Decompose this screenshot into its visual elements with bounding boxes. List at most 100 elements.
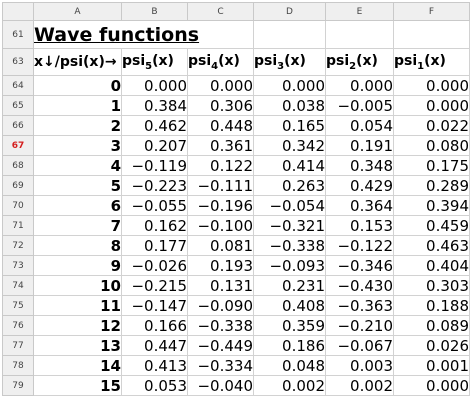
psi-value-cell[interactable]: 0.080 bbox=[393, 135, 470, 156]
psi-value-cell[interactable]: 0.303 bbox=[393, 275, 470, 296]
x-value-cell[interactable]: 2 bbox=[33, 115, 122, 136]
psi-value-cell[interactable]: −0.005 bbox=[325, 95, 394, 116]
psi-value-cell[interactable]: 0.153 bbox=[325, 215, 394, 236]
row-header[interactable]: 75 bbox=[2, 295, 34, 316]
psi-value-cell[interactable]: −0.054 bbox=[253, 195, 326, 216]
psi-value-cell[interactable]: 0.089 bbox=[393, 315, 470, 336]
psi-value-cell[interactable]: 0.162 bbox=[121, 215, 188, 236]
psi-value-cell[interactable]: 0.348 bbox=[325, 155, 394, 176]
psi-value-cell[interactable]: −0.363 bbox=[325, 295, 394, 316]
psi-value-cell[interactable]: 0.404 bbox=[393, 255, 470, 276]
psi-value-cell[interactable]: 0.361 bbox=[187, 135, 254, 156]
select-all-corner[interactable] bbox=[2, 2, 34, 21]
psi-value-cell[interactable]: 0.002 bbox=[325, 375, 394, 396]
psi-value-cell[interactable]: 0.447 bbox=[121, 335, 188, 356]
row-header[interactable]: 65 bbox=[2, 95, 34, 116]
psi-value-cell[interactable]: 0.000 bbox=[187, 75, 254, 96]
psi-value-cell[interactable]: −0.090 bbox=[187, 295, 254, 316]
psi-value-cell[interactable]: −0.334 bbox=[187, 355, 254, 376]
psi-value-cell[interactable]: 0.359 bbox=[253, 315, 326, 336]
x-value-cell[interactable]: 9 bbox=[33, 255, 122, 276]
x-value-cell[interactable]: 8 bbox=[33, 235, 122, 256]
psi-value-cell[interactable]: −0.215 bbox=[121, 275, 188, 296]
row-header[interactable]: 63 bbox=[2, 48, 34, 76]
psi-value-cell[interactable]: −0.055 bbox=[121, 195, 188, 216]
x-value-cell[interactable]: 13 bbox=[33, 335, 122, 356]
row-header[interactable]: 73 bbox=[2, 255, 34, 276]
psi-value-cell[interactable]: 0.053 bbox=[121, 375, 188, 396]
column-header-c[interactable]: C bbox=[187, 2, 254, 21]
psi-value-cell[interactable]: 0.038 bbox=[253, 95, 326, 116]
psi-value-cell[interactable]: 0.463 bbox=[393, 235, 470, 256]
psi-value-cell[interactable]: 0.429 bbox=[325, 175, 394, 196]
psi-value-cell[interactable]: −0.321 bbox=[253, 215, 326, 236]
psi-value-cell[interactable]: −0.122 bbox=[325, 235, 394, 256]
x-value-cell[interactable]: 11 bbox=[33, 295, 122, 316]
row-header[interactable]: 68 bbox=[2, 155, 34, 176]
psi-value-cell[interactable]: −0.093 bbox=[253, 255, 326, 276]
x-value-cell[interactable]: 5 bbox=[33, 175, 122, 196]
psi-value-cell[interactable]: 0.000 bbox=[253, 75, 326, 96]
x-value-cell[interactable]: 6 bbox=[33, 195, 122, 216]
psi-value-cell[interactable]: −0.430 bbox=[325, 275, 394, 296]
x-value-cell[interactable]: 14 bbox=[33, 355, 122, 376]
column-header-a[interactable]: A bbox=[33, 2, 122, 21]
psi-value-cell[interactable]: −0.449 bbox=[187, 335, 254, 356]
psi-value-cell[interactable]: 0.000 bbox=[121, 75, 188, 96]
psi-value-cell[interactable]: 0.131 bbox=[187, 275, 254, 296]
psi-value-cell[interactable]: 0.166 bbox=[121, 315, 188, 336]
psi-value-cell[interactable]: 0.026 bbox=[393, 335, 470, 356]
psi-value-cell[interactable]: −0.196 bbox=[187, 195, 254, 216]
x-value-cell[interactable]: 7 bbox=[33, 215, 122, 236]
psi-column-header[interactable]: psi5(x) bbox=[121, 48, 188, 76]
row-header[interactable]: 70 bbox=[2, 195, 34, 216]
psi-value-cell[interactable]: 0.001 bbox=[393, 355, 470, 376]
psi-value-cell[interactable]: −0.067 bbox=[325, 335, 394, 356]
psi-value-cell[interactable]: 0.002 bbox=[253, 375, 326, 396]
psi-value-cell[interactable]: −0.346 bbox=[325, 255, 394, 276]
psi-value-cell[interactable]: 0.462 bbox=[121, 115, 188, 136]
psi-value-cell[interactable]: 0.394 bbox=[393, 195, 470, 216]
row-header[interactable]: 76 bbox=[2, 315, 34, 336]
column-header-d[interactable]: D bbox=[253, 2, 326, 21]
psi-value-cell[interactable]: 0.384 bbox=[121, 95, 188, 116]
psi-value-cell[interactable]: −0.100 bbox=[187, 215, 254, 236]
row-header[interactable]: 79 bbox=[2, 375, 34, 396]
psi-value-cell[interactable]: 0.306 bbox=[187, 95, 254, 116]
psi-value-cell[interactable]: 0.081 bbox=[187, 235, 254, 256]
psi-value-cell[interactable]: −0.210 bbox=[325, 315, 394, 336]
psi-value-cell[interactable]: −0.338 bbox=[187, 315, 254, 336]
x-value-cell[interactable]: 4 bbox=[33, 155, 122, 176]
sheet-title[interactable]: Wave functions bbox=[33, 20, 254, 49]
psi-column-header[interactable]: psi2(x) bbox=[325, 48, 394, 76]
row-header[interactable]: 74 bbox=[2, 275, 34, 296]
column-header-e[interactable]: E bbox=[325, 2, 394, 21]
psi-value-cell[interactable]: 0.414 bbox=[253, 155, 326, 176]
psi-value-cell[interactable]: 0.263 bbox=[253, 175, 326, 196]
psi-value-cell[interactable]: −0.111 bbox=[187, 175, 254, 196]
psi-value-cell[interactable]: −0.223 bbox=[121, 175, 188, 196]
psi-value-cell[interactable]: 0.448 bbox=[187, 115, 254, 136]
psi-value-cell[interactable]: −0.040 bbox=[187, 375, 254, 396]
psi-value-cell[interactable]: −0.338 bbox=[253, 235, 326, 256]
psi-value-cell[interactable]: 0.177 bbox=[121, 235, 188, 256]
psi-value-cell[interactable]: 0.000 bbox=[393, 75, 470, 96]
psi-value-cell[interactable]: 0.289 bbox=[393, 175, 470, 196]
psi-value-cell[interactable]: 0.186 bbox=[253, 335, 326, 356]
psi-value-cell[interactable]: 0.122 bbox=[187, 155, 254, 176]
psi-column-header[interactable]: psi4(x) bbox=[187, 48, 254, 76]
psi-value-cell[interactable]: 0.003 bbox=[325, 355, 394, 376]
psi-value-cell[interactable]: 0.054 bbox=[325, 115, 394, 136]
psi-value-cell[interactable]: 0.459 bbox=[393, 215, 470, 236]
x-value-cell[interactable]: 0 bbox=[33, 75, 122, 96]
psi-value-cell[interactable]: 0.191 bbox=[325, 135, 394, 156]
row-header[interactable]: 71 bbox=[2, 215, 34, 236]
psi-value-cell[interactable]: 0.000 bbox=[393, 95, 470, 116]
empty-cell[interactable] bbox=[393, 20, 470, 49]
psi-value-cell[interactable]: 0.207 bbox=[121, 135, 188, 156]
row-header[interactable]: 77 bbox=[2, 335, 34, 356]
psi-value-cell[interactable]: 0.231 bbox=[253, 275, 326, 296]
psi-value-cell[interactable]: 0.022 bbox=[393, 115, 470, 136]
x-value-cell[interactable]: 10 bbox=[33, 275, 122, 296]
row-header[interactable]: 64 bbox=[2, 75, 34, 96]
